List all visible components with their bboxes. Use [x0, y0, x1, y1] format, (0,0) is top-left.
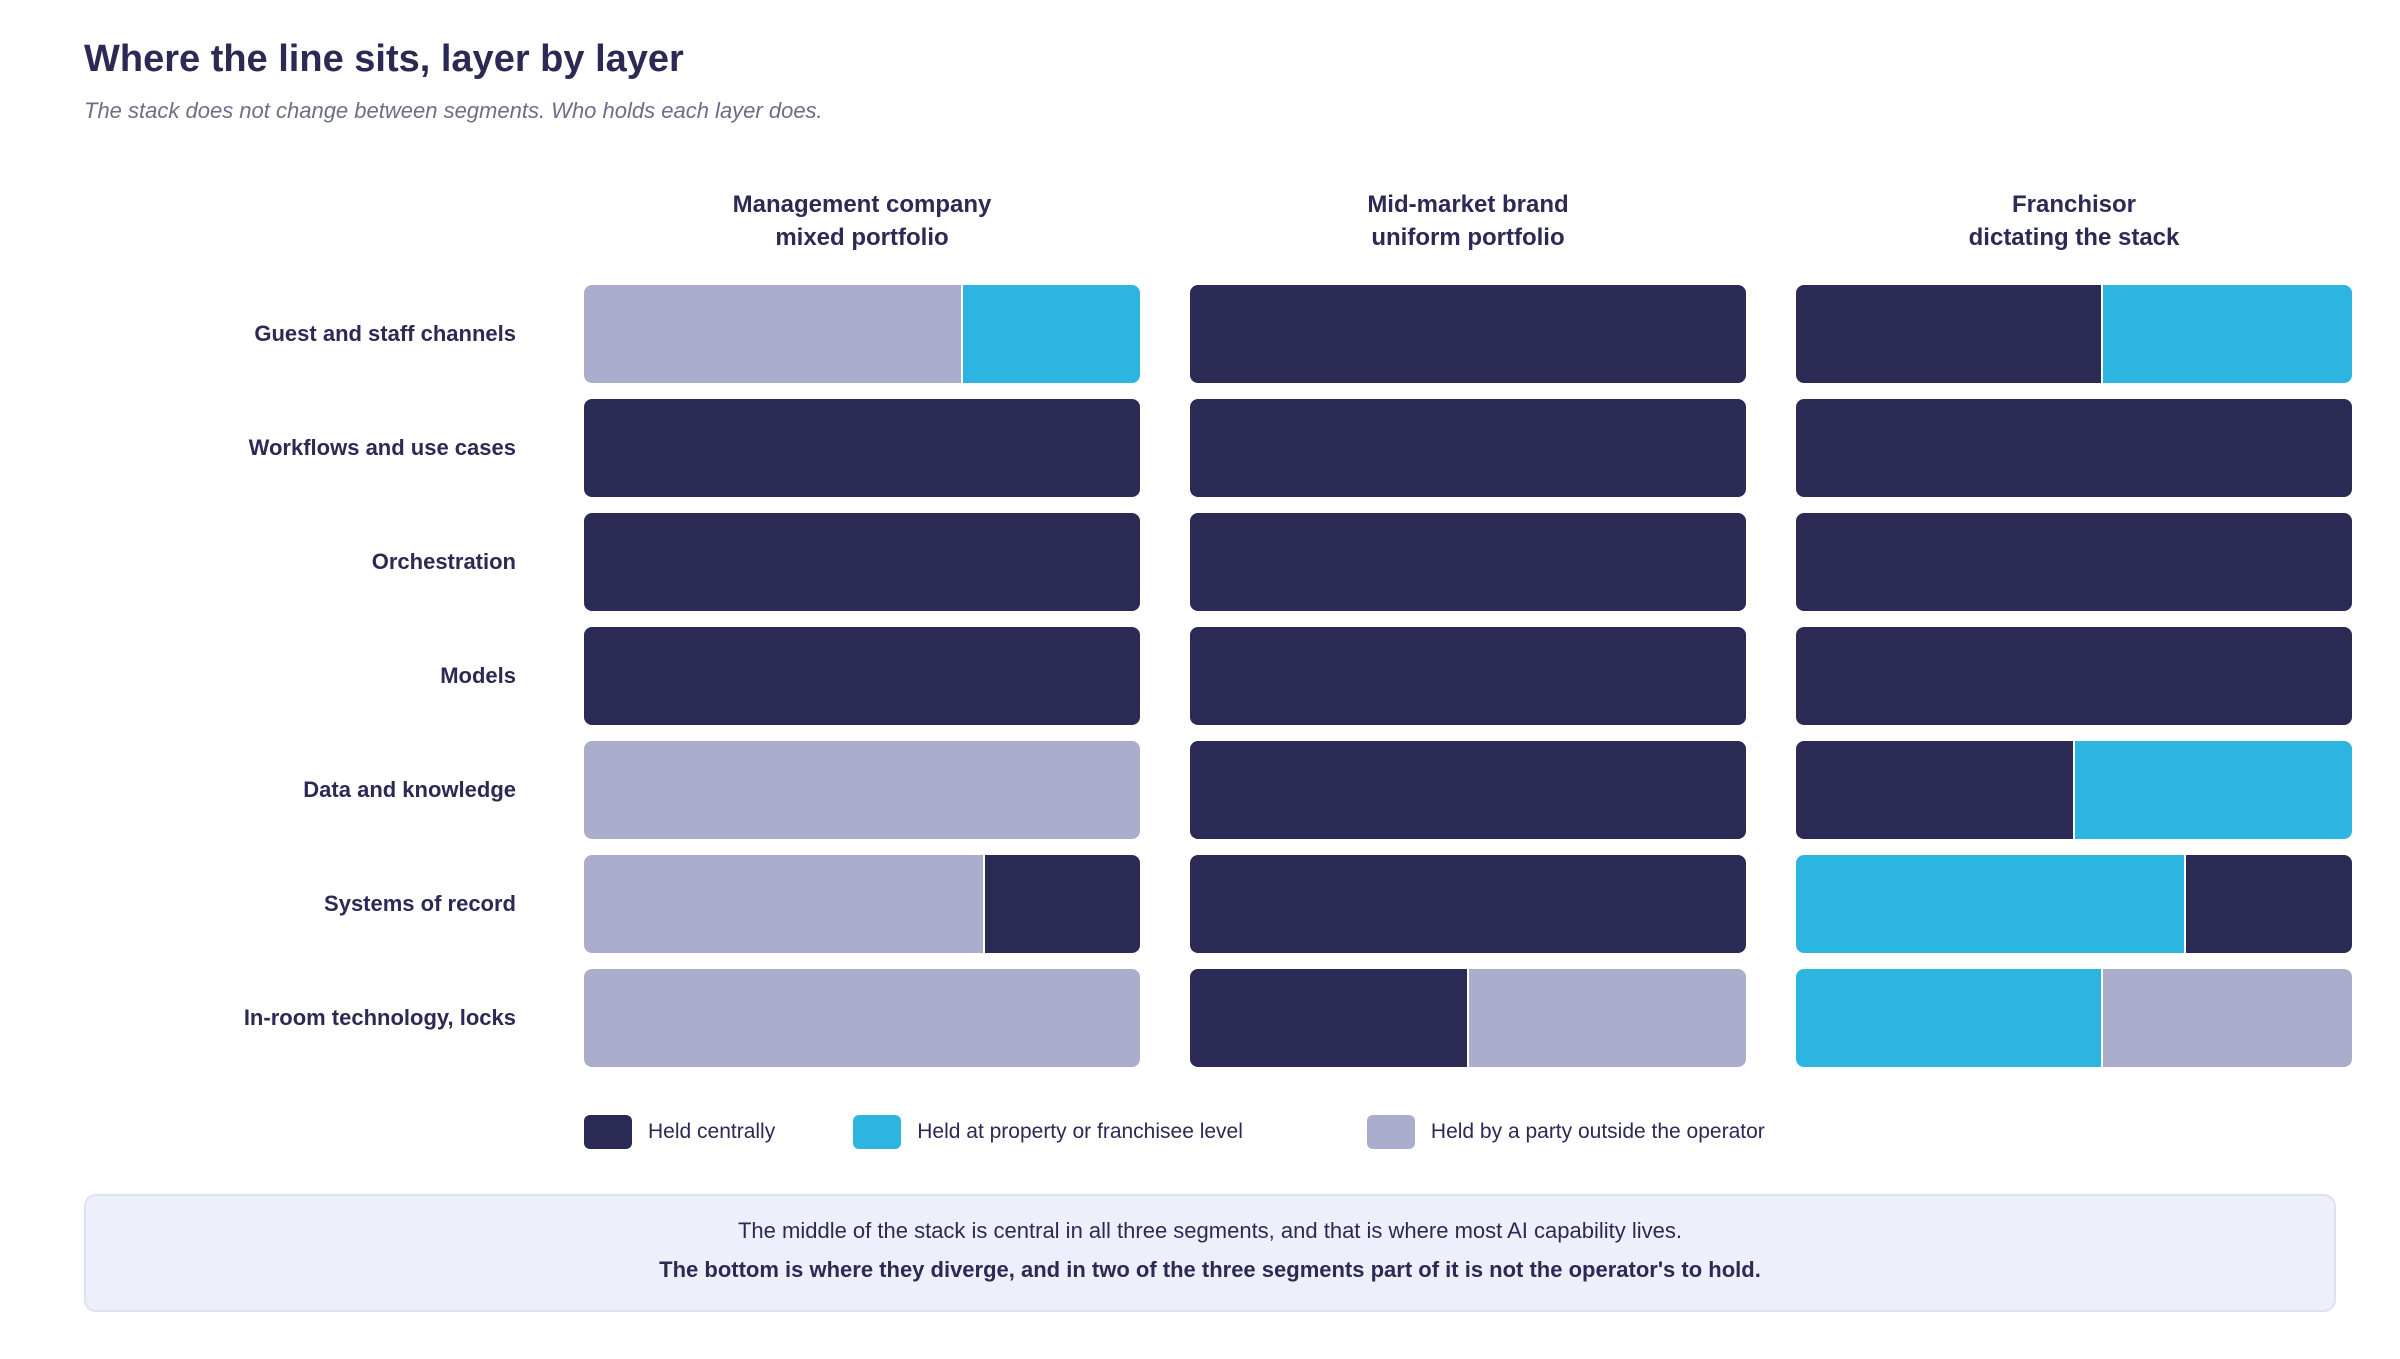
holder-bar [1190, 855, 1746, 953]
segment-header-line2: dictating the stack [1968, 224, 2180, 251]
holder-segment-central [1190, 513, 1746, 611]
holder-bar [584, 285, 1140, 383]
holder-segment-central [982, 855, 1140, 953]
holder-segment-central [1190, 741, 1746, 839]
layer-label-guest-and-staff-channels: Guest and staff channels [254, 321, 516, 346]
holder-bar [1796, 285, 2352, 383]
holder-segment-central [1190, 627, 1746, 725]
holder-segment-central [1796, 627, 2352, 725]
holder-segment-property [1796, 969, 2101, 1067]
summary-note-line2: The bottom is where they diverge, and in… [659, 1257, 1761, 1282]
segment-header-line1: Management company [732, 191, 992, 218]
holder-segment-central [1796, 513, 2352, 611]
holder-bar [1190, 285, 1746, 383]
legend-item-central: Held centrally [584, 1115, 775, 1149]
holder-bar [584, 399, 1140, 497]
holder-segment-central [1190, 855, 1746, 953]
layer-label-models: Models [440, 663, 516, 688]
holder-bar [1190, 741, 1746, 839]
segment-header-line2: uniform portfolio [1371, 224, 1565, 251]
page-subtitle: The stack does not change between segmen… [84, 98, 823, 123]
holder-bar [1796, 855, 2352, 953]
holder-bar [584, 627, 1140, 725]
holder-segment-outside [584, 855, 983, 953]
holder-segment-central [2183, 855, 2352, 953]
holder-segment-central [1190, 969, 1467, 1067]
holder-segment-property [2073, 741, 2352, 839]
segment-header-line1: Franchisor [2011, 191, 2137, 218]
legend-swatch-central [584, 1115, 632, 1149]
summary-note-line1: The middle of the stack is central in al… [737, 1218, 1682, 1243]
holder-segment-outside [1467, 969, 1746, 1067]
holder-segment-outside [584, 741, 1140, 839]
segment-header-management-company: Management company mixed portfolio [584, 188, 1140, 254]
legend-label: Held centrally [648, 1120, 776, 1143]
segment-header-line2: mixed portfolio [775, 224, 949, 251]
page-title: Where the line sits, layer by layer [84, 38, 684, 80]
holder-segment-outside [2100, 969, 2352, 1067]
holder-bar [1190, 513, 1746, 611]
legend-swatch-outside [1366, 1115, 1415, 1149]
holder-segment-central [584, 513, 1140, 611]
holder-segment-central [1796, 285, 2101, 383]
layer-label-systems-of-record: Systems of record [324, 891, 516, 916]
layer-label-workflows-and-use-cases: Workflows and use cases [248, 435, 516, 460]
holder-bar [1190, 399, 1746, 497]
legend: Held centrally Held at property or franc… [584, 1115, 1765, 1149]
legend-item-property: Held at property or franchisee level [853, 1115, 1243, 1149]
legend-item-outside: Held by a party outside the operator [1366, 1115, 1765, 1149]
holder-bar [1190, 627, 1746, 725]
holder-segment-central [1190, 285, 1746, 383]
holder-segment-property [960, 285, 1140, 383]
holder-segment-outside [584, 285, 961, 383]
holder-bar [1796, 399, 2352, 497]
holder-bar [1796, 513, 2352, 611]
holder-bar [1190, 969, 1746, 1067]
layer-label-orchestration: Orchestration [371, 549, 516, 574]
holder-bar [1796, 741, 2352, 839]
segment-header-franchisor: Franchisor dictating the stack [1796, 188, 2352, 254]
holder-bar [1796, 969, 2352, 1067]
summary-note: The middle of the stack is central in al… [84, 1194, 2336, 1312]
holder-segment-central [1190, 399, 1746, 497]
holder-bar [584, 855, 1140, 953]
segment-header-mid-market-brand: Mid-market brand uniform portfolio [1190, 188, 1746, 254]
holder-segment-central [1796, 741, 2073, 839]
holder-bar [1796, 627, 2352, 725]
legend-label: Held by a party outside the operator [1430, 1120, 1765, 1143]
holder-segment-outside [584, 969, 1140, 1067]
holder-bar [584, 741, 1140, 839]
holder-segment-central [1796, 399, 2352, 497]
holder-segment-property [2100, 285, 2352, 383]
legend-label: Held at property or franchisee level [917, 1120, 1243, 1143]
layer-label-in-room-technology-locks: In-room technology, locks [243, 1005, 516, 1030]
segment-header-line1: Mid-market brand [1367, 191, 1569, 218]
holder-bar [584, 969, 1140, 1067]
holder-segment-property [1796, 855, 2184, 953]
holder-segment-central [584, 627, 1140, 725]
holder-bar [584, 513, 1140, 611]
layer-label-data-and-knowledge: Data and knowledge [303, 777, 516, 802]
legend-swatch-property [853, 1115, 902, 1149]
holder-segment-central [584, 399, 1140, 497]
